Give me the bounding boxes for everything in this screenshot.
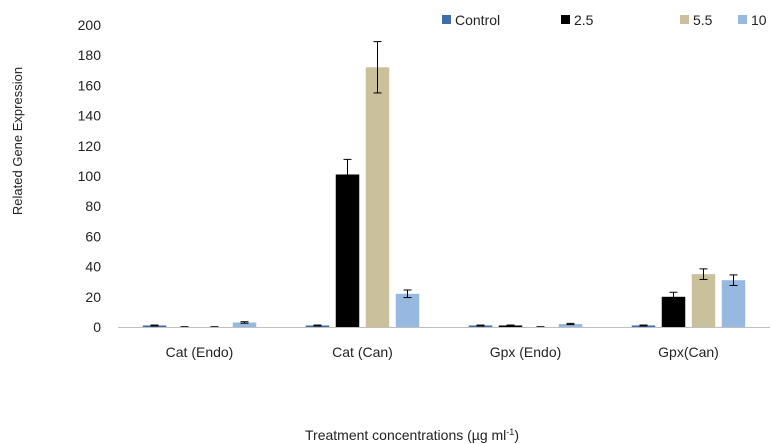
legend-swatch [738,15,747,24]
legend-swatch [442,15,451,24]
x-tick-label: Cat (Endo) [166,344,234,360]
y-tick-label: 200 [78,17,102,33]
bars [142,41,746,328]
x-axis-ticks: Cat (Endo) Cat (Can) Gpx (Endo) Gpx(Can) [166,344,719,360]
legend-label: 10 [751,12,767,28]
x-tick-label: Cat (Can) [332,344,393,360]
legend-label: Control [455,12,500,28]
bar [691,274,716,327]
bar [365,67,390,327]
bar [395,293,420,327]
legend-label: 2.5 [574,12,594,28]
y-axis-label: Related Gene Expression [10,67,25,215]
x-axis-label-tail: ) [514,427,519,443]
bar [232,322,257,327]
legend-swatch [561,15,570,24]
y-axis-ticks: 0 20 40 60 80 100 120 140 160 180 200 [78,17,102,335]
y-tick-label: 40 [85,259,101,275]
bar [558,323,583,327]
legend: Control 2.5 5.5 10 [442,12,767,28]
y-tick-label: 120 [78,138,102,154]
y-tick-label: 60 [85,228,101,244]
x-axis-label-main: Treatment concentrations (µg ml [305,427,506,443]
y-tick-label: 80 [85,198,101,214]
bar [721,280,746,327]
y-tick-label: 0 [93,319,101,335]
x-axis-label: Treatment concentrations (µg ml-1) [305,427,519,443]
y-tick-label: 180 [78,47,102,63]
y-tick-label: 20 [85,289,101,305]
bar [661,296,686,327]
x-axis-label-sup: -1 [506,427,514,437]
x-tick-label: Gpx (Endo) [490,344,562,360]
y-tick-label: 140 [78,108,102,124]
legend-swatch [680,15,689,24]
x-tick-label: Gpx(Can) [658,344,719,360]
y-tick-label: 100 [78,168,102,184]
bar [335,174,360,327]
legend-label: 5.5 [693,12,713,28]
y-tick-label: 160 [78,77,102,93]
